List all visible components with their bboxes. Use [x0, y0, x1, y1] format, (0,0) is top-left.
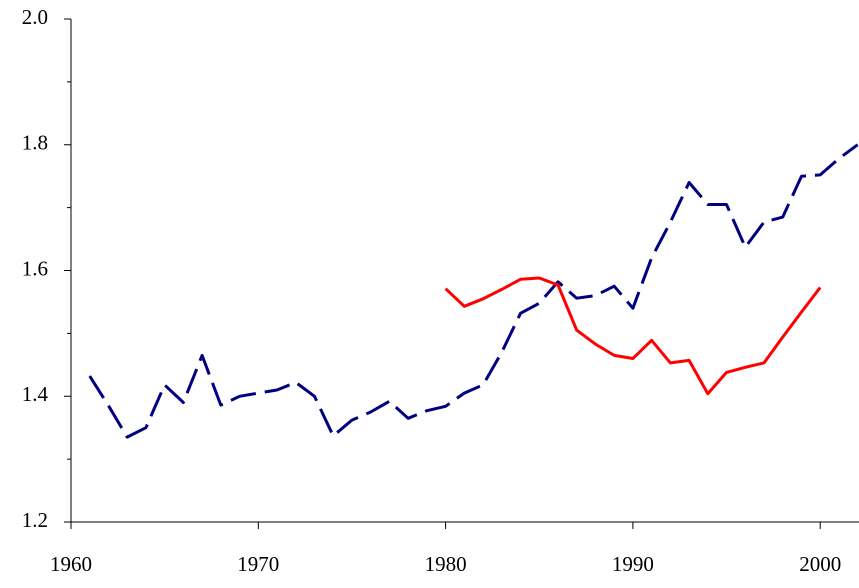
series-line: [88, 143, 859, 439]
y-tick-label: 1.8: [22, 131, 48, 155]
series-line: [444, 276, 822, 396]
y-tick-label: 1.4: [22, 382, 49, 406]
y-tick-label: 1.6: [22, 256, 48, 280]
x-tick-label: 2000: [799, 552, 841, 576]
y-tick-label: 2.0: [22, 5, 48, 29]
x-tick-label: 1990: [612, 552, 654, 576]
x-tick-label: 1970: [237, 552, 279, 576]
x-tick-label: 1960: [50, 552, 92, 576]
y-tick-label: 1.2: [22, 508, 48, 532]
x-tick-label: 1980: [425, 552, 467, 576]
